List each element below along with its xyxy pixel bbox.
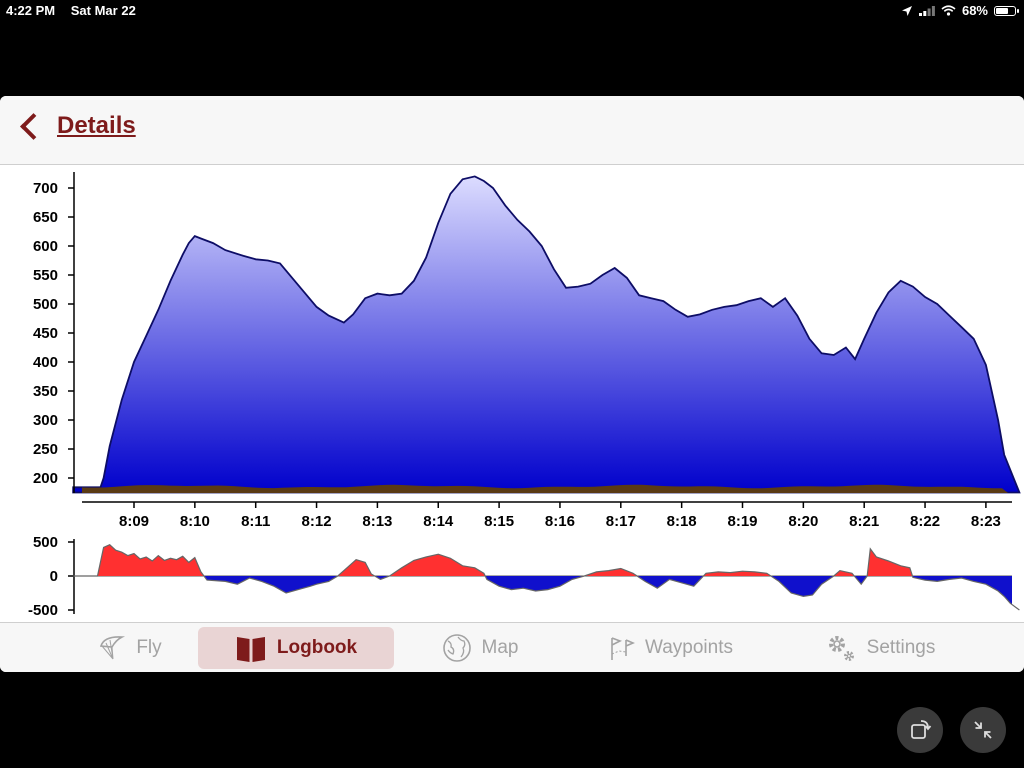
altitude-chart: 200 250 300 350 400 450 500 550 600 650 700 8:09 8:…	[33, 172, 1021, 530]
time-x-tick-label: 8:11	[241, 513, 270, 530]
status-date: Sat Mar 22	[70, 3, 136, 18]
rotate-icon	[911, 720, 932, 739]
time-x-tick-label: 8:17	[606, 513, 636, 530]
back-button[interactable]: Details	[16, 112, 136, 140]
time-x-tick-label: 8:19	[727, 513, 757, 530]
back-label: Details	[57, 112, 136, 139]
vario-chart: 500 0 -500	[28, 534, 1020, 619]
time-x-tick-label: 8:13	[362, 513, 392, 530]
tab-bar: Fly Logbook Map Waypoints	[0, 622, 1024, 672]
tab-label: Settings	[866, 637, 936, 658]
altitude-y-tick-label: 700	[33, 180, 58, 197]
tab-label: Fly	[136, 637, 162, 658]
altitude-area	[72, 175, 1021, 494]
flight-charts: 200 250 300 350 400 450 500 550 600 650 700 8:09 8:…	[28, 172, 1021, 619]
gears-icon	[828, 636, 854, 661]
tab-logbook[interactable]: Logbook	[198, 627, 394, 669]
time-x-tick-label: 8:23	[971, 513, 1001, 530]
tab-label: Logbook	[276, 637, 358, 658]
time-x-tick-label: 8:18	[667, 513, 697, 530]
vario-line	[73, 543, 1020, 611]
altitude-y-tick-label: 650	[33, 209, 58, 226]
collapse-button[interactable]	[960, 707, 1006, 753]
flags-icon	[611, 637, 635, 660]
altitude-y-tick-label: 450	[33, 325, 58, 342]
vario-y-tick-label: 0	[50, 568, 58, 585]
battery-percent: 68%	[961, 3, 988, 18]
time-x-tick-label: 8:16	[545, 513, 575, 530]
collapse-arrows-icon	[974, 721, 992, 739]
time-x-tick-label: 8:20	[788, 513, 818, 530]
location-icon	[901, 5, 912, 16]
cellular-signal-icon	[918, 6, 935, 16]
altitude-y-tick-label: 350	[33, 383, 58, 400]
book-icon	[236, 637, 265, 662]
time-x-tick-label: 8:21	[849, 513, 879, 530]
tab-map[interactable]: Map	[430, 627, 530, 669]
altitude-y-tick-label: 200	[33, 470, 58, 487]
tab-waypoints[interactable]: Waypoints	[590, 627, 750, 669]
tab-label: Waypoints	[645, 637, 733, 658]
rotate-button[interactable]	[897, 707, 943, 753]
time-x-tick-label: 8:15	[484, 513, 514, 530]
vario-y-tick-label: -500	[28, 602, 58, 619]
altitude-y-tick-label: 600	[33, 238, 58, 255]
wifi-icon	[941, 5, 956, 16]
altitude-y-tick-label: 250	[33, 441, 58, 458]
battery-icon	[994, 5, 1019, 16]
ground-elevation-area	[82, 484, 1008, 493]
status-bar: 4:22 PM Sat Mar 22 68%	[0, 0, 1024, 20]
altitude-y-tick-label: 400	[33, 354, 58, 371]
altitude-y-tick-label: 550	[33, 267, 58, 284]
vario-climb-area	[82, 544, 1012, 576]
vario-y-tick-label: 500	[33, 534, 58, 551]
time-x-tick-label: 8:22	[910, 513, 940, 530]
time-x-tick-label: 8:10	[180, 513, 210, 530]
vario-sink-area	[82, 576, 1012, 605]
status-time: 4:22 PM	[6, 3, 56, 18]
altitude-y-tick-label: 300	[33, 412, 58, 429]
tab-label: Map	[481, 637, 519, 658]
navigation-bar: Details	[0, 96, 1024, 165]
time-x-tick-label: 8:12	[302, 513, 332, 530]
altitude-y-tick-label: 500	[33, 296, 58, 313]
paraglider-icon	[100, 636, 126, 660]
tab-fly[interactable]: Fly	[80, 627, 180, 669]
time-x-tick-label: 8:14	[423, 513, 454, 530]
tab-settings[interactable]: Settings	[810, 627, 950, 669]
app-window: Details 200 250 300 350 400 450 500 550 600 650 70…	[0, 96, 1024, 672]
time-x-tick-label: 8:09	[119, 513, 149, 530]
globe-icon	[442, 634, 471, 662]
